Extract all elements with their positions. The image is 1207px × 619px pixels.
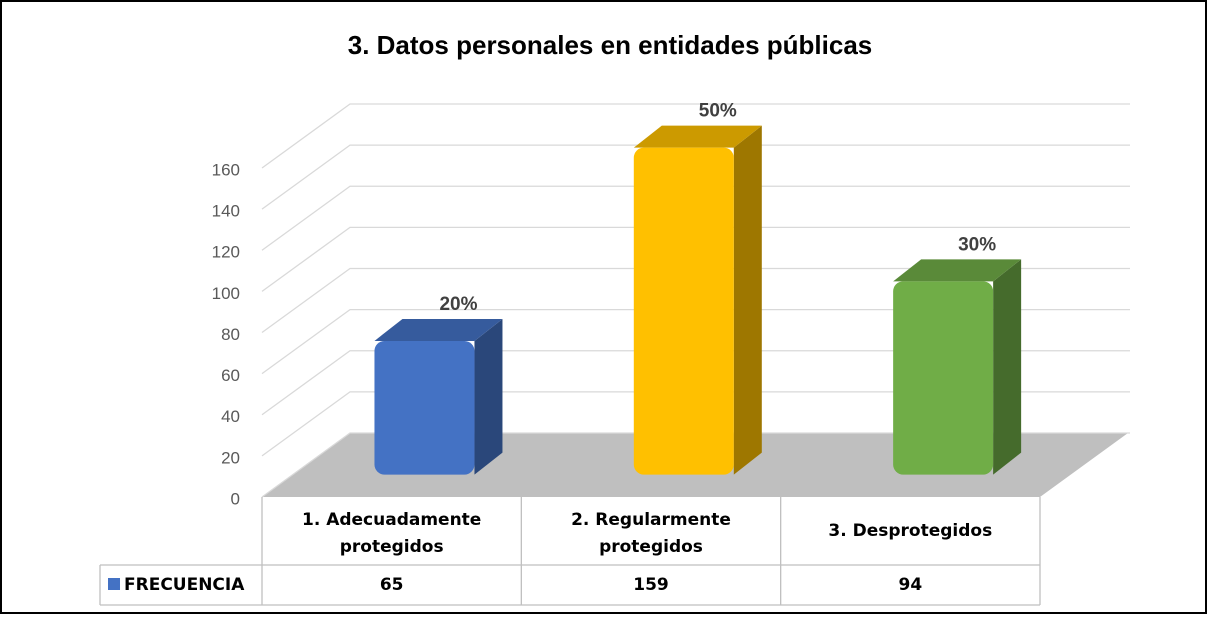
grid-line [261,144,1130,210]
bar-side [474,318,503,475]
bar-top [374,318,503,341]
y-tick-label: 40 [221,407,240,426]
x-tick-label: 3. Desprotegidos [828,521,992,541]
table-value: 65 [380,575,404,595]
grid-line [261,432,1130,498]
bar-side [733,125,762,475]
table-value: 159 [633,575,669,595]
y-tick-label: 140 [212,202,240,221]
bar-top [893,259,1022,282]
x-tick-label: 2. Regularmente protegidos [571,510,731,557]
chart-title: 3. Datos personales en entidades pública… [348,30,873,60]
grid-line [261,267,1130,334]
grid-line [261,185,1130,251]
y-tick-label: 100 [212,284,240,303]
data-label: 20% [439,294,477,315]
bar [374,340,475,475]
grid-line [261,308,1130,375]
grid-line [261,103,1130,169]
bar [633,147,734,475]
grid-line [261,350,1130,416]
y-tick-label: 120 [212,243,240,262]
y-tick-label: 20 [221,448,240,467]
legend-swatch [108,578,120,590]
data-label: 30% [958,234,996,255]
grid-line [261,391,1130,457]
legend-label: FRECUENCIA [124,575,245,595]
x-tick-label: 1. Adecuadamente protegidos [302,510,481,557]
bar-side [993,259,1022,475]
y-tick-label: 80 [221,325,240,344]
data-label: 50% [699,101,737,122]
y-tick-label: 160 [212,160,240,179]
y-tick-label: 60 [221,366,240,385]
bar [893,281,994,475]
grid-line [261,226,1130,292]
y-tick-label: 0 [231,489,240,508]
bar-top [633,125,762,148]
table-value: 94 [898,575,922,595]
